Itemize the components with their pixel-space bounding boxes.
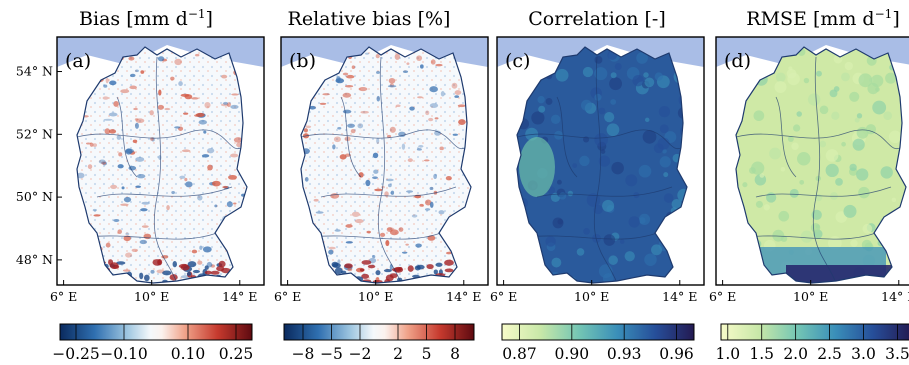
x-tick-label: 14° E <box>662 289 697 304</box>
colorbar-tick-label: 2 <box>393 345 403 363</box>
sea-area <box>57 37 264 67</box>
colorbar-tick-label: −0.10 <box>100 345 148 363</box>
panel-label: (a) <box>65 50 91 72</box>
colorbar-tick-label: 0.10 <box>171 345 206 363</box>
y-tick-label: 52° N <box>16 126 53 141</box>
x-tick-label: 14° E <box>446 289 481 304</box>
colorbar-tick-label: 0.87 <box>502 345 537 363</box>
x-tick-label: 6° E <box>709 289 736 304</box>
panel-frame <box>56 36 265 286</box>
map-panel-b: (b) 6° E 10° E 14° E −8 −5 −2 2 5 8 <box>274 36 489 363</box>
colorbar-gradient <box>720 323 909 341</box>
colorbar-c: 0.87 0.90 0.93 0.96 <box>501 323 695 363</box>
x-tick-label: 10° E <box>574 289 609 304</box>
colorbar-b: −8 −5 −2 2 5 8 <box>283 323 475 363</box>
colorbar-tick-label: −0.25 <box>52 345 100 363</box>
colorbar-tick-label: 3.0 <box>851 345 876 363</box>
x-tick-label: 10° E <box>358 289 393 304</box>
colorbar-tick-label: 0.96 <box>659 345 694 363</box>
map-panel-a: (a) 6° E 10° E 14° E −0.25 −0.10 0.10 0.25 <box>50 36 265 363</box>
colorbar-tick-label: 0.25 <box>219 345 254 363</box>
panel-label: (d) <box>724 50 751 72</box>
x-tick-label: 14° E <box>881 289 909 304</box>
colorbar-tick-label: −5 <box>320 345 343 363</box>
colorbar-tick-label: 3.5 <box>885 345 909 363</box>
panel-c-title: Correlation [-] <box>528 8 665 30</box>
panel-b-title: Relative bias [%] <box>288 8 451 30</box>
colorbar-tick-label: 2.0 <box>783 345 808 363</box>
x-tick-label: 6° E <box>490 289 517 304</box>
panel-d-title: RMSE [mm d−1] <box>746 7 899 30</box>
colorbar-gradient <box>59 323 253 341</box>
panel-frame <box>496 36 705 286</box>
sea-area <box>716 37 909 67</box>
x-tick-label: 10° E <box>793 289 828 304</box>
colorbar-tick-label: −8 <box>292 345 315 363</box>
colorbar-tick-label: 1.5 <box>749 345 774 363</box>
colorbar-gradient <box>501 323 695 341</box>
map-panel-d: (d) 6° E 10° E 14° E 1.0 1.5 2.0 2.5 3.0 3.5 <box>709 36 909 363</box>
x-tick-label: 14° E <box>222 289 257 304</box>
colorbar-tick-label: 1.0 <box>715 345 740 363</box>
colorbar-tick-label: −2 <box>349 345 372 363</box>
map-panel-c: (c) 6° E 10° E 14° E 0.87 0.90 0.93 0.96 <box>490 36 705 363</box>
colorbar-tick-label: 2.5 <box>817 345 842 363</box>
y-tick-label: 54° N <box>16 64 53 79</box>
x-tick-label: 10° E <box>134 289 169 304</box>
y-tick-label: 50° N <box>16 189 53 204</box>
sea-area <box>281 37 488 67</box>
panel-frame <box>715 36 909 286</box>
colorbar-tick-label: 0.90 <box>555 345 590 363</box>
sea-area <box>497 37 704 67</box>
colorbar-gradient <box>283 323 475 341</box>
colorbar-d: 1.0 1.5 2.0 2.5 3.0 3.5 <box>715 323 909 363</box>
y-tick-label: 48° N <box>16 252 53 267</box>
x-tick-label: 6° E <box>274 289 301 304</box>
colorbar-a: −0.25 −0.10 0.10 0.25 <box>52 323 254 363</box>
colorbar-tick-label: 0.93 <box>607 345 642 363</box>
panel-label: (b) <box>289 50 316 72</box>
x-tick-label: 6° E <box>50 289 77 304</box>
colorbar-tick-label: 8 <box>450 345 460 363</box>
germany-field <box>300 46 472 284</box>
panel-frame <box>280 36 489 286</box>
panel-label: (c) <box>505 50 530 72</box>
colorbar-tick-label: 5 <box>422 345 432 363</box>
panel-a-title: Bias [mm d−1] <box>79 7 213 30</box>
